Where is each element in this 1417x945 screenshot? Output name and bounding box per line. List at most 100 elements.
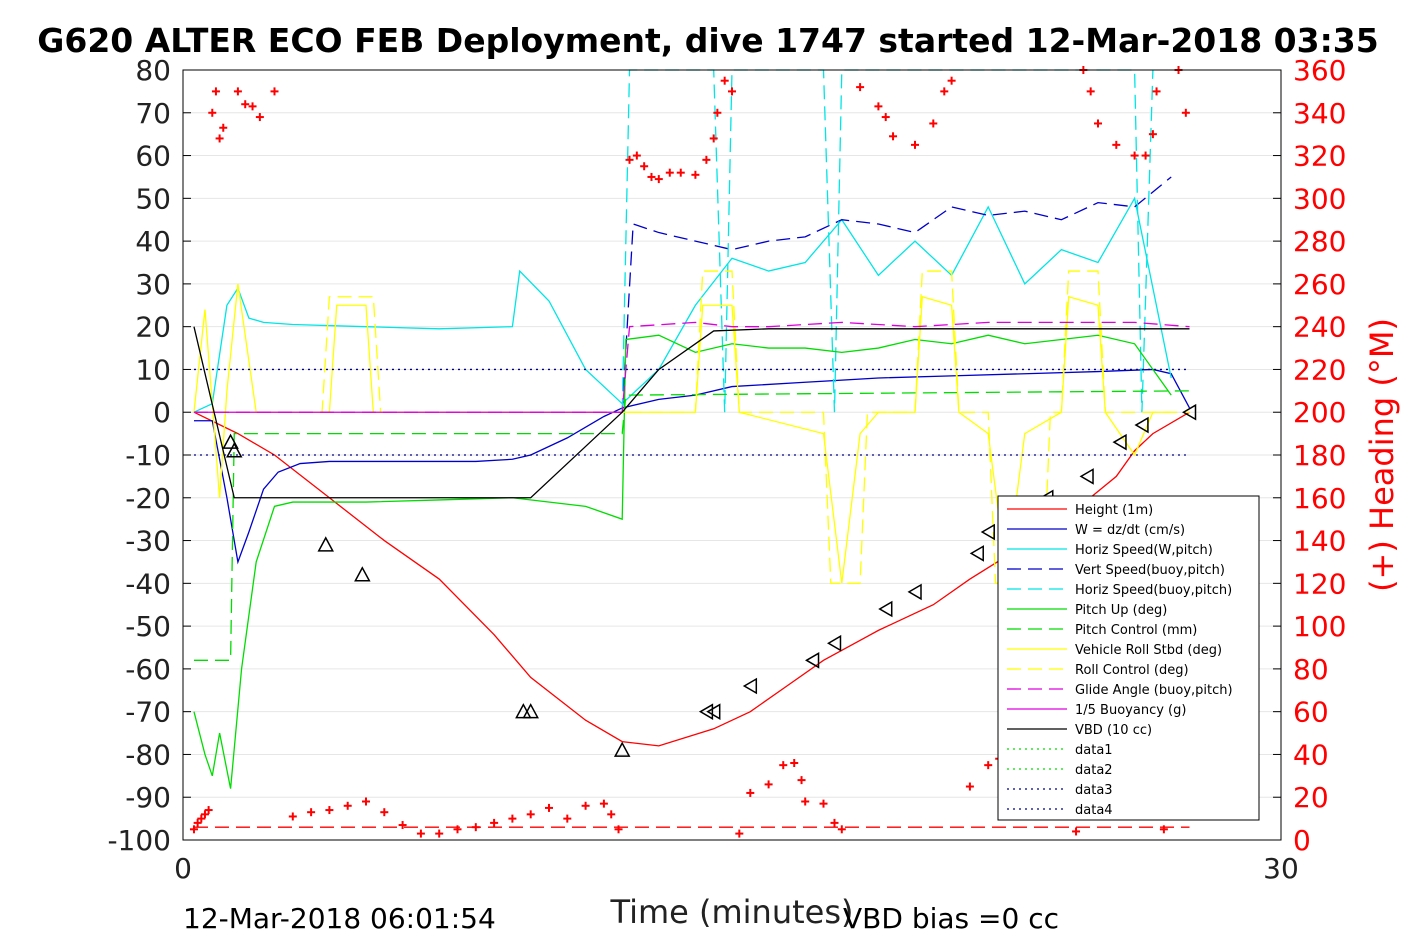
- triangle-marker-left: [698, 703, 714, 720]
- legend-label: VBD (10 cc): [1075, 723, 1152, 738]
- heading-point: [343, 801, 352, 810]
- heading-point: [647, 172, 656, 181]
- tick-label-right: 140: [1293, 525, 1346, 558]
- triangle-marker-left: [1134, 416, 1149, 434]
- legend-label: data2: [1075, 763, 1113, 778]
- tick-label-x: 30: [1263, 852, 1299, 885]
- heading-point: [1130, 151, 1139, 160]
- heading-point: [984, 761, 993, 770]
- heading-point: [819, 799, 828, 808]
- triangle-marker-left: [1079, 468, 1094, 485]
- triangle-marker-up: [613, 741, 631, 757]
- heading-point: [691, 170, 700, 179]
- heading-point: [654, 175, 663, 184]
- heading-point: [1141, 151, 1150, 160]
- heading-point: [581, 801, 590, 810]
- tick-label-right: 100: [1293, 610, 1346, 643]
- tick-label-right: 240: [1293, 311, 1346, 344]
- series-line-9: [193, 321, 1190, 413]
- heading-point: [219, 123, 228, 132]
- heading-point: [889, 132, 898, 141]
- heading-point: [197, 814, 206, 823]
- heading-point: [270, 87, 279, 96]
- triangle-marker-up: [522, 703, 539, 719]
- legend-label: Horiz Speed(buoy,pitch): [1075, 583, 1232, 598]
- heading-point: [614, 825, 623, 834]
- heading-point: [1148, 130, 1157, 139]
- footer-vbd-bias: VBD bias =0 cc: [843, 902, 1059, 935]
- tick-label-left: 20: [135, 311, 171, 344]
- heading-point: [607, 810, 616, 819]
- heading-point: [625, 155, 634, 164]
- tick-label-left: -50: [125, 610, 171, 643]
- legend-label: Glide Angle (buoy,pitch): [1075, 683, 1233, 698]
- heading-point: [665, 168, 674, 177]
- heading-point: [797, 776, 806, 785]
- heading-point: [940, 87, 949, 96]
- heading-point: [947, 76, 956, 85]
- tick-label-left: -90: [125, 781, 171, 814]
- tick-label-left: -100: [107, 824, 171, 857]
- triangle-marker-up: [317, 536, 334, 552]
- series-line-8: [193, 270, 1190, 584]
- heading-point: [1159, 825, 1168, 834]
- heading-point: [1112, 140, 1121, 149]
- tick-label-right: 160: [1293, 482, 1346, 515]
- triangle-marker-left: [878, 600, 893, 618]
- legend-label: Vehicle Roll Stbd (deg): [1075, 643, 1222, 658]
- series-line-11: [193, 326, 1190, 499]
- heading-point: [380, 808, 389, 817]
- legend-label: Pitch Control (mm): [1075, 623, 1197, 638]
- heading-point: [233, 87, 242, 96]
- heading-point: [830, 818, 839, 827]
- triangle-marker-left: [907, 583, 922, 601]
- heading-point: [211, 87, 220, 96]
- heading-point: [189, 825, 198, 834]
- heading-point: [713, 108, 722, 117]
- heading-point: [1072, 827, 1081, 836]
- heading-point: [255, 113, 264, 122]
- tick-label-left: -10: [125, 439, 171, 472]
- heading-point: [563, 814, 572, 823]
- triangle-marker-up: [225, 442, 243, 458]
- tick-label-left: 10: [135, 353, 171, 386]
- tick-label-left: 80: [135, 54, 171, 87]
- heading-point: [702, 155, 711, 164]
- legend: Height (1m) W = dz/dt (cm/s) Horiz Speed(W…: [997, 495, 1260, 821]
- tick-label-right: 80: [1293, 653, 1329, 686]
- triangle-marker-left: [969, 545, 984, 562]
- left-axis-ticks: 80 70 60 50 40 30 20 10 0 -10 -20 -30 -40 -50 -60 -70 -8…: [107, 54, 191, 857]
- tick-label-left: 40: [135, 225, 171, 258]
- heading-point: [632, 151, 641, 160]
- legend-label: data4: [1075, 803, 1113, 818]
- heading-point: [508, 814, 517, 823]
- legend-label: Height (1m): [1075, 503, 1153, 518]
- tick-label-right: 300: [1293, 182, 1346, 215]
- triangle-marker-left: [980, 523, 995, 541]
- heading-point: [193, 818, 202, 827]
- heading-point: [874, 102, 883, 111]
- series-line-3: [621, 176, 1172, 413]
- tick-label-left: 0: [153, 396, 171, 429]
- heading-point: [728, 87, 736, 96]
- legend-label: data3: [1075, 783, 1113, 798]
- triangle-marker-left: [805, 652, 820, 669]
- heading-point: [453, 825, 462, 834]
- tick-label-right: 340: [1293, 97, 1346, 130]
- heading-point: [837, 825, 846, 834]
- heading-point: [307, 808, 316, 817]
- heading-point: [1086, 87, 1095, 96]
- heading-point: [1181, 108, 1190, 117]
- heading-point: [215, 134, 224, 143]
- heading-point: [881, 113, 890, 122]
- heading-point: [801, 797, 810, 806]
- triangle-marker-left: [1182, 403, 1197, 421]
- triangle-marker-left: [1112, 433, 1127, 451]
- tick-label-right: 280: [1293, 225, 1346, 258]
- heading-point: [965, 782, 974, 791]
- heading-point: [490, 818, 499, 827]
- tick-label-left: 30: [135, 268, 171, 301]
- heading-point: [1094, 119, 1102, 128]
- right-axis-ticks: 3603403203002802602402202001801601401201…: [1273, 54, 1346, 857]
